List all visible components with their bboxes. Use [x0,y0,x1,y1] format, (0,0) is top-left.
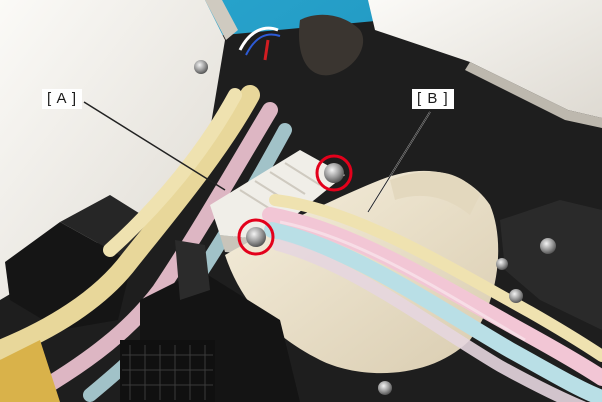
cable-red [263,39,270,61]
callout-a-label: [ A ] [42,89,83,109]
cable-white [238,26,279,51]
screw-highlight-markers [237,154,353,256]
screw-a-upper [324,163,344,183]
printer-body-top-right [368,0,602,118]
callout-b-label: [ B ] [412,89,454,109]
screw-marker-lower [237,218,275,256]
black-grid-part [120,340,215,402]
body-screw [194,60,208,74]
black-frame-post [175,240,210,300]
screw-marker-upper [315,154,353,192]
leader-line-a [83,101,226,191]
tube-pink-lower [32,102,278,398]
housing-highlight [390,171,480,215]
printer-body-top-right-edge [465,62,602,128]
yellow-part-corner [0,340,60,402]
ink-tube-bundle [262,194,602,402]
tube-yellow-upper [103,88,242,257]
top-cable-bundle [299,14,364,76]
tube-yellow-lower [0,85,260,360]
right-screw-upper [540,238,556,254]
right-screw-middle [496,258,508,270]
right-mechanism [500,200,602,330]
black-block-left-top [60,195,150,262]
bottom-screw [378,381,392,395]
grid-pattern [122,345,213,400]
printer-body-edge [205,0,238,40]
cable-blue [245,33,281,56]
right-screw-lower [509,289,523,303]
leader-line-b [367,111,431,213]
screw-a-lower [246,227,266,247]
